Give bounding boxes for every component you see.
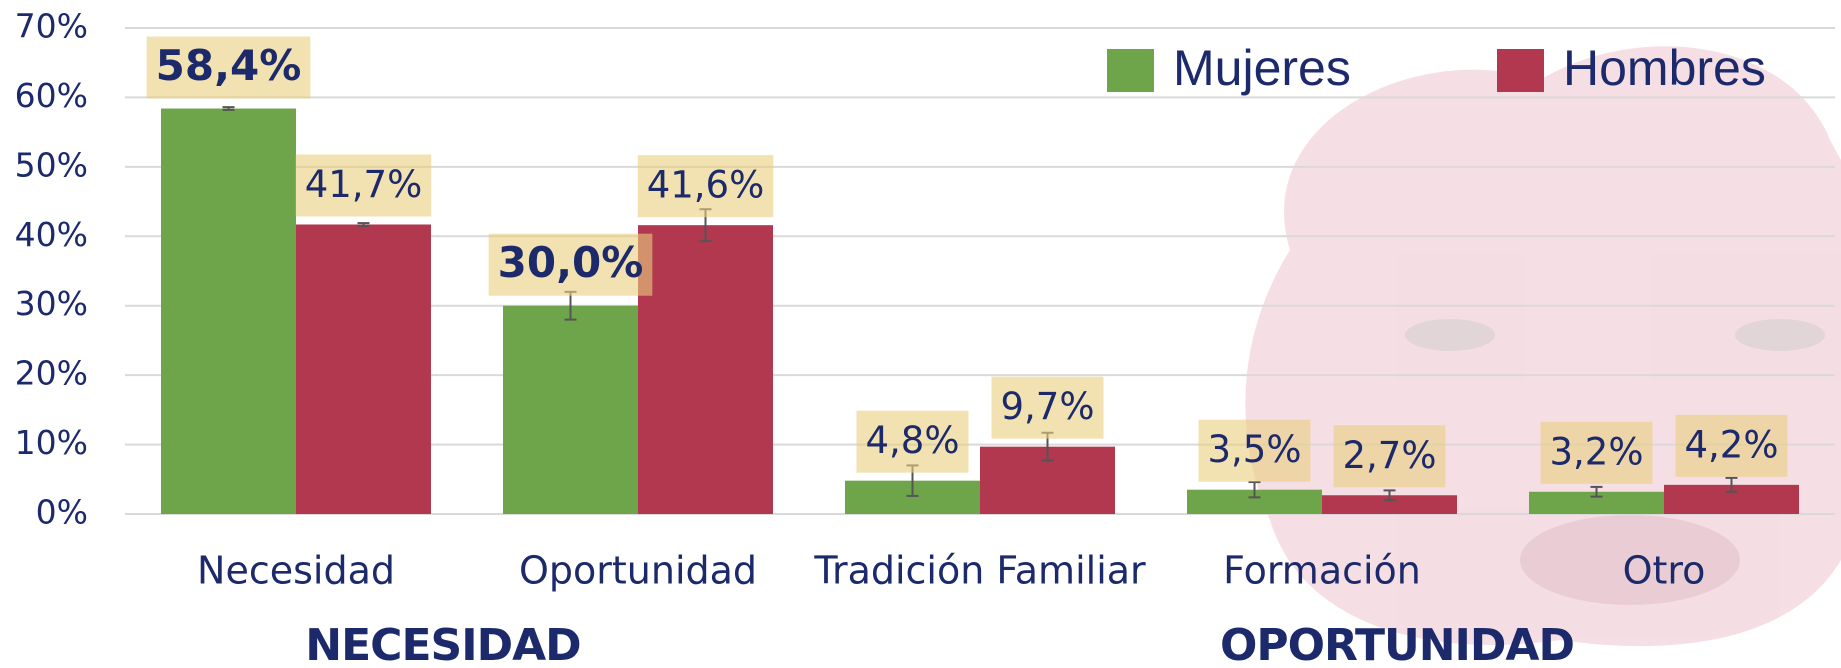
y-tick-label: 20% [15, 354, 88, 393]
value-label: 9,7% [1001, 385, 1095, 428]
x-tick-label: Oportunidad [519, 549, 757, 593]
legend-swatch [1107, 49, 1154, 92]
value-label: 4,2% [1685, 423, 1779, 466]
y-tick-label: 60% [15, 76, 88, 115]
y-tick-label: 0% [36, 493, 88, 532]
value-label: 3,2% [1550, 430, 1644, 473]
bar [503, 306, 638, 514]
bar [296, 224, 431, 514]
legend-label: Mujeres [1173, 40, 1351, 96]
error-bar [358, 223, 370, 226]
y-tick-label: 40% [15, 215, 88, 254]
y-tick-label: 10% [15, 423, 88, 462]
value-label: 41,7% [305, 163, 423, 206]
value-label: 2,7% [1343, 434, 1437, 477]
legend-label: Hombres [1563, 40, 1766, 96]
bar [161, 109, 296, 514]
y-tick-label: 50% [15, 145, 88, 184]
value-label: 58,4% [156, 41, 302, 90]
value-label: 3,5% [1208, 428, 1302, 471]
value-label: 41,6% [647, 164, 765, 207]
bar [638, 225, 773, 514]
x-tick-label: Tradición Familiar [813, 549, 1146, 593]
value-label: 4,8% [866, 419, 960, 462]
group-label: NECESIDAD [305, 620, 580, 668]
y-tick-label: 30% [15, 284, 88, 323]
group-label: OPORTUNIDAD [1220, 620, 1574, 668]
x-tick-label: Formación [1223, 549, 1421, 593]
y-tick-label: 70% [15, 7, 88, 46]
legend-swatch [1497, 49, 1544, 92]
x-tick-label: Otro [1623, 549, 1706, 593]
chart: 0% 10% 20% 30% 40% 50% 60% 70% Necesidad 58,4% 41,… [0, 0, 1841, 668]
value-label: 30,0% [498, 238, 644, 287]
x-tick-label: Necesidad [197, 549, 395, 593]
